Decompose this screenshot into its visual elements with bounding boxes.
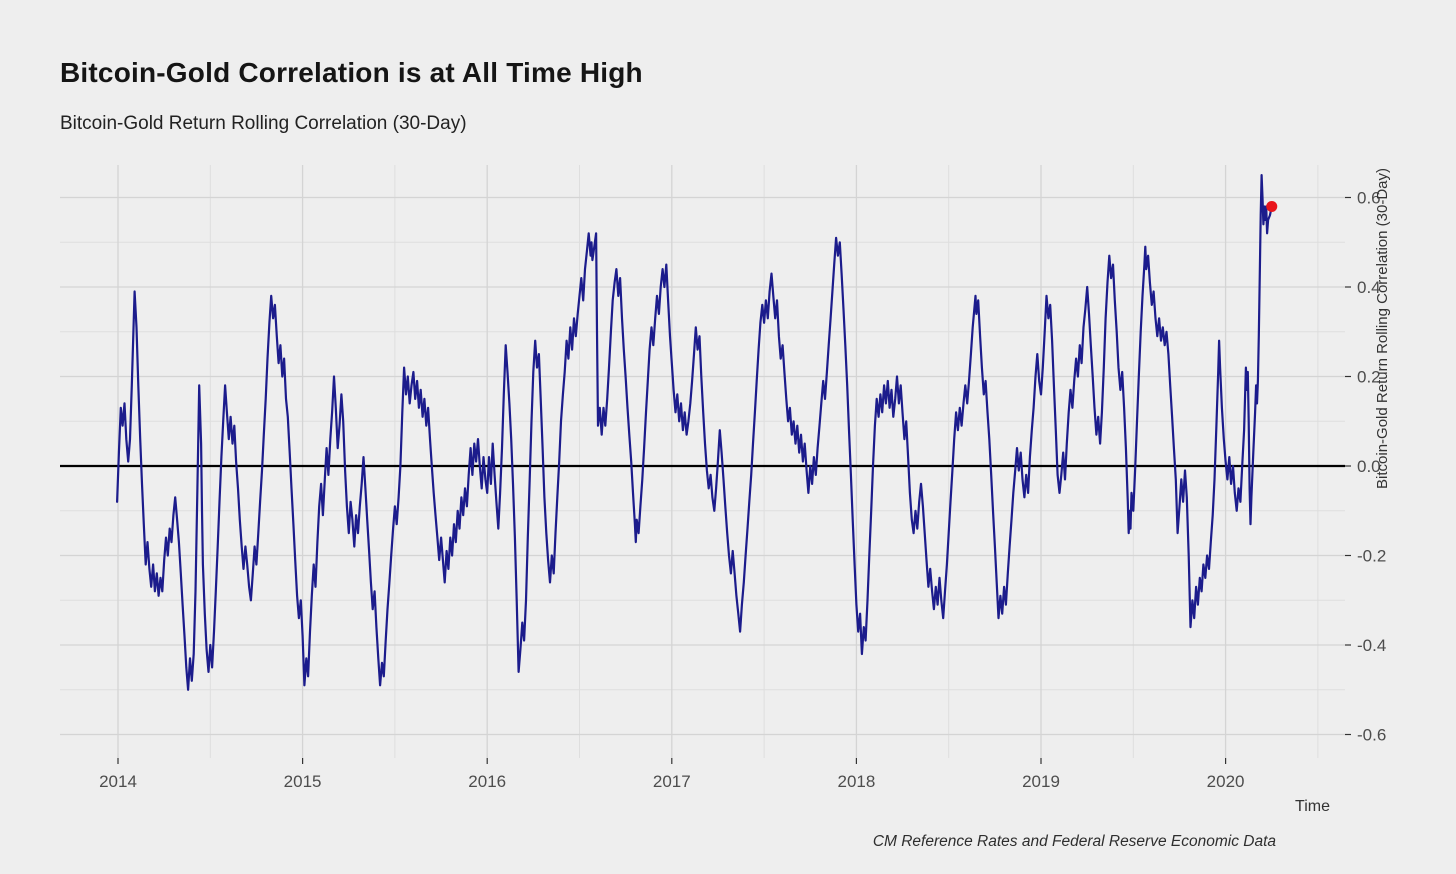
- y-tick-label: -0.4: [1357, 636, 1386, 655]
- y-tick-label: -0.2: [1357, 547, 1386, 566]
- axis-tick-marks: [117, 196, 1351, 764]
- y-tick-label: 0.0: [1357, 457, 1381, 476]
- latest-value-dot: [1266, 200, 1278, 212]
- chart-subtitle: Bitcoin-Gold Return Rolling Correlation …: [60, 113, 467, 134]
- gridlines-major: [60, 165, 1345, 758]
- gridlines-minor: [60, 165, 1345, 758]
- chart-caption: CM Reference Rates and Federal Reserve E…: [872, 833, 1276, 850]
- y-tick-label: -0.6: [1357, 726, 1386, 745]
- y-tick-labels: 0.6 0.4 0.2 0.0 -0.2 -0.4 -0.6: [1357, 189, 1386, 745]
- x-tick-label: 2017: [653, 772, 691, 791]
- endpoint-dot: [1266, 200, 1278, 212]
- x-tick-label: 2016: [468, 772, 506, 791]
- y-tick-label: 0.6: [1357, 189, 1381, 208]
- x-tick-labels: 2014 2015 2016 2017 2018 2019 2020: [99, 772, 1244, 791]
- x-tick-label: 2018: [837, 772, 875, 791]
- x-tick-label: 2014: [99, 772, 137, 791]
- correlation-series-line: [116, 174, 1273, 691]
- x-axis-title: Time: [1295, 798, 1330, 815]
- y-axis-title: Bitcoin-Gold Return Rolling Correlation …: [1374, 168, 1391, 489]
- x-tick-label: 2019: [1022, 772, 1060, 791]
- chart-title: Bitcoin-Gold Correlation is at All Time …: [60, 57, 643, 88]
- x-tick-label: 2020: [1207, 772, 1245, 791]
- series-path: [116, 174, 1273, 691]
- x-tick-label: 2015: [284, 772, 322, 791]
- y-tick-label: 0.4: [1357, 278, 1381, 297]
- y-tick-label: 0.2: [1357, 368, 1381, 387]
